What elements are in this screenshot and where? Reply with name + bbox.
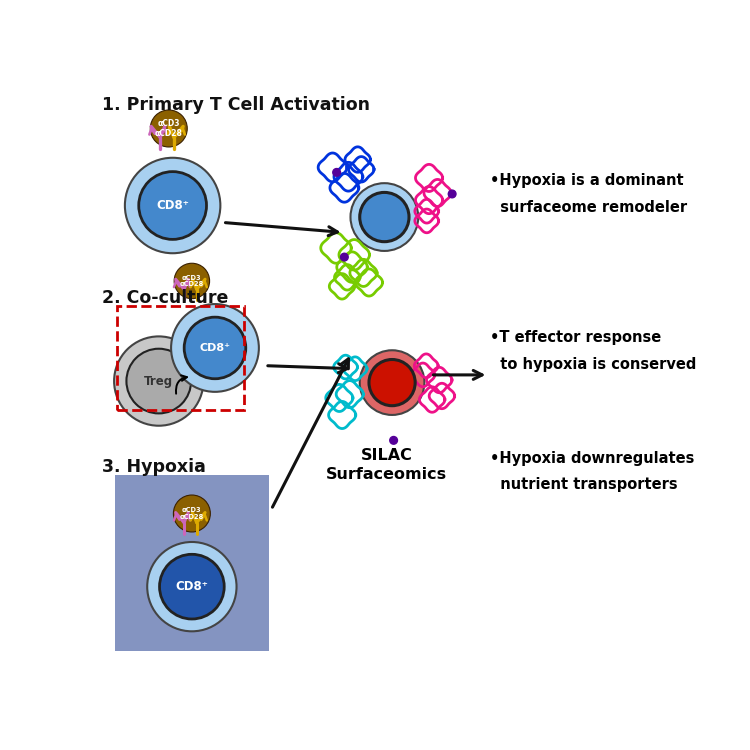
Circle shape	[150, 110, 188, 147]
Text: nutrient transporters: nutrient transporters	[490, 477, 677, 492]
Text: CD8⁺: CD8⁺	[176, 580, 208, 593]
Text: CD8⁺: CD8⁺	[200, 343, 230, 353]
Text: SILAC
Surfaceomics: SILAC Surfaceomics	[326, 448, 447, 482]
Circle shape	[173, 495, 210, 532]
Circle shape	[350, 183, 418, 251]
Circle shape	[390, 436, 398, 444]
Circle shape	[360, 350, 424, 415]
Circle shape	[184, 317, 246, 379]
Circle shape	[369, 359, 416, 406]
Text: 1. Primary T Cell Activation: 1. Primary T Cell Activation	[102, 96, 370, 114]
Circle shape	[333, 169, 340, 176]
Text: 3. Hypoxia: 3. Hypoxia	[102, 458, 206, 476]
Text: •T effector response: •T effector response	[490, 331, 661, 346]
Circle shape	[139, 172, 206, 239]
Circle shape	[171, 304, 259, 392]
Circle shape	[340, 254, 348, 261]
Circle shape	[160, 554, 224, 619]
Text: αCD3
αCD28: αCD3 αCD28	[180, 274, 204, 287]
Circle shape	[147, 542, 236, 632]
Circle shape	[360, 193, 409, 242]
Text: CD8⁺: CD8⁺	[156, 199, 189, 212]
Text: αCD3
αCD28: αCD3 αCD28	[154, 119, 183, 138]
Text: 2. Co-culture: 2. Co-culture	[102, 289, 228, 307]
Text: •Hypoxia is a dominant: •Hypoxia is a dominant	[490, 173, 683, 188]
Text: •Hypoxia downregulates: •Hypoxia downregulates	[490, 451, 694, 466]
Circle shape	[174, 263, 209, 298]
Circle shape	[448, 190, 456, 198]
Circle shape	[114, 337, 203, 426]
Text: Treg: Treg	[144, 374, 173, 388]
FancyBboxPatch shape	[115, 475, 268, 650]
Text: surfaceome remodeler: surfaceome remodeler	[490, 200, 687, 214]
Text: αCD3
αCD28: αCD3 αCD28	[180, 507, 204, 520]
Circle shape	[127, 349, 191, 413]
Circle shape	[125, 158, 220, 254]
Text: to hypoxia is conserved: to hypoxia is conserved	[490, 356, 696, 371]
